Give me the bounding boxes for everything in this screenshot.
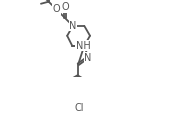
Text: NH: NH: [76, 41, 91, 51]
Text: N: N: [69, 20, 77, 30]
Text: N: N: [84, 53, 92, 63]
Text: Cl: Cl: [75, 103, 84, 113]
Text: O: O: [62, 2, 69, 12]
Text: O: O: [53, 4, 61, 14]
